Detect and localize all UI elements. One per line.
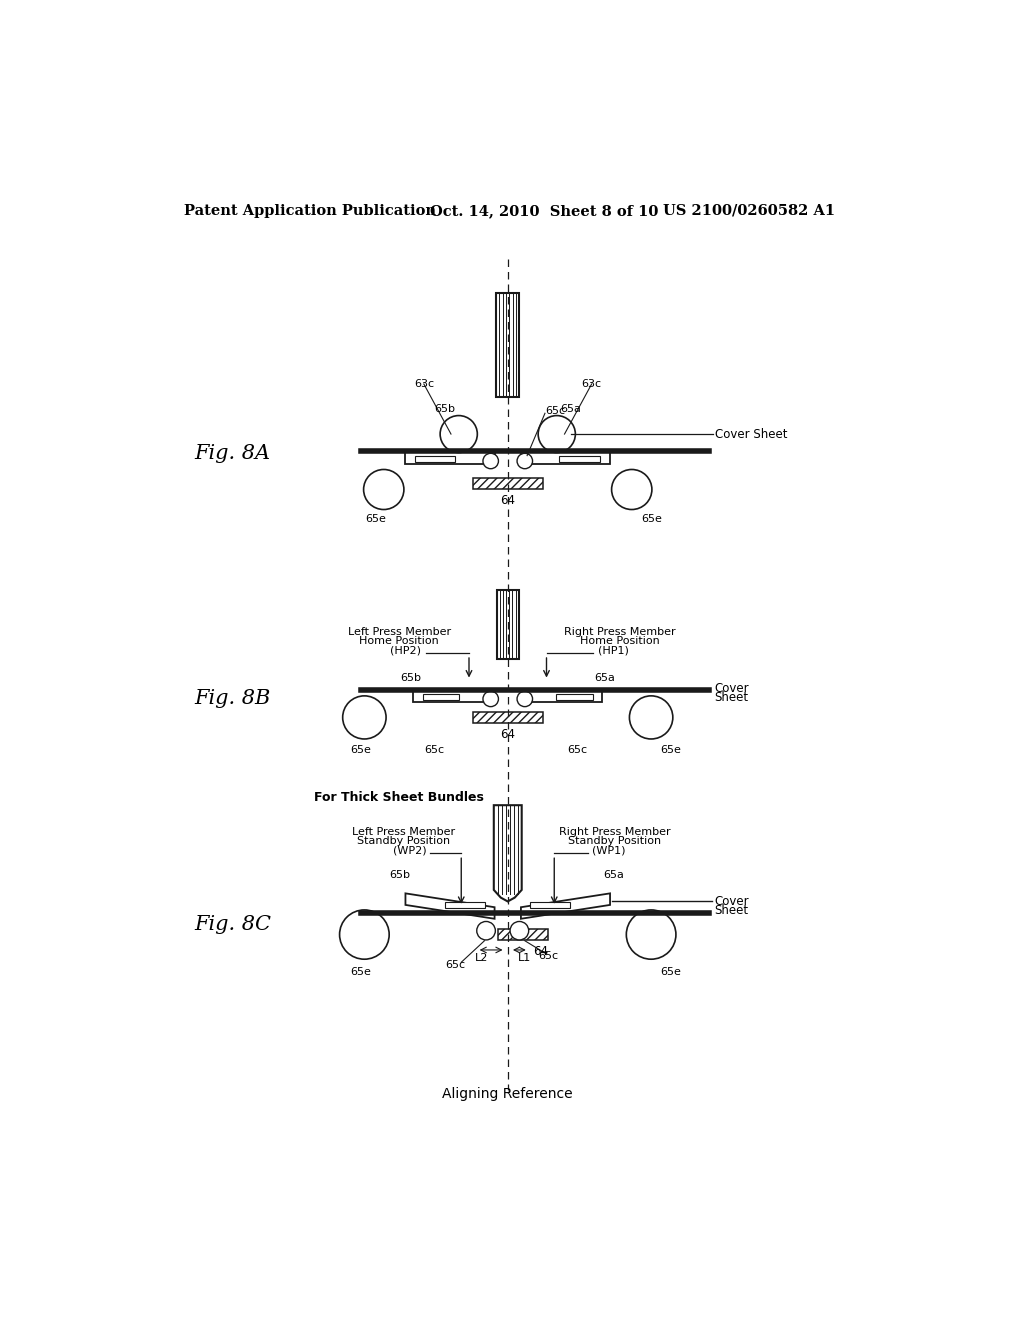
Text: 65a: 65a: [594, 673, 615, 684]
Circle shape: [630, 696, 673, 739]
Text: US 2100/0260582 A1: US 2100/0260582 A1: [663, 203, 835, 218]
Bar: [498, 929, 549, 940]
Circle shape: [483, 453, 499, 469]
Text: 65a: 65a: [603, 870, 625, 879]
Text: (WP1): (WP1): [592, 846, 626, 855]
Text: For Thick Sheet Bundles: For Thick Sheet Bundles: [314, 791, 484, 804]
Text: 65b: 65b: [434, 404, 456, 414]
Text: 64: 64: [532, 945, 548, 958]
Text: 64: 64: [501, 494, 515, 507]
Circle shape: [477, 921, 496, 940]
Circle shape: [440, 416, 477, 453]
Circle shape: [343, 696, 386, 739]
Text: Right Press Member: Right Press Member: [564, 627, 676, 638]
Text: Standby Position: Standby Position: [568, 837, 662, 846]
Text: 65e: 65e: [660, 966, 681, 977]
Text: Patent Application Publication: Patent Application Publication: [183, 203, 436, 218]
Text: 65e: 65e: [350, 744, 371, 755]
Circle shape: [483, 692, 499, 706]
Text: Home Position: Home Position: [581, 636, 660, 647]
Bar: [530, 903, 570, 908]
Bar: [414, 689, 495, 702]
Bar: [473, 478, 543, 488]
Polygon shape: [406, 894, 495, 919]
Text: 65b: 65b: [400, 673, 421, 684]
Text: Fig. 8C: Fig. 8C: [195, 915, 271, 935]
Text: Right Press Member: Right Press Member: [559, 828, 671, 837]
Text: Left Press Member: Left Press Member: [351, 828, 455, 837]
Text: 63c: 63c: [414, 379, 434, 389]
Text: Left Press Member: Left Press Member: [348, 627, 451, 638]
Bar: [521, 689, 602, 702]
Text: Sheet: Sheet: [715, 904, 749, 917]
Bar: [406, 450, 495, 463]
Text: 65c: 65c: [545, 407, 565, 416]
Text: 65e: 65e: [660, 744, 681, 755]
Circle shape: [364, 470, 403, 510]
Text: (WP2): (WP2): [392, 846, 426, 855]
Text: 65c: 65c: [445, 961, 465, 970]
Bar: [445, 903, 485, 908]
Circle shape: [340, 909, 389, 960]
Polygon shape: [521, 894, 610, 919]
Text: Fig. 8A: Fig. 8A: [195, 444, 270, 463]
Text: 65e: 65e: [366, 513, 386, 524]
Text: Standby Position: Standby Position: [356, 837, 450, 846]
Text: 65c: 65c: [567, 744, 588, 755]
Bar: [556, 693, 593, 700]
Circle shape: [611, 470, 652, 510]
Circle shape: [510, 921, 528, 940]
Text: L1: L1: [517, 953, 530, 962]
Text: 65e: 65e: [641, 513, 662, 524]
Bar: [521, 450, 610, 463]
Circle shape: [517, 453, 532, 469]
Text: (HP1): (HP1): [598, 645, 630, 656]
Text: 65a: 65a: [561, 404, 582, 414]
Text: Cover: Cover: [715, 681, 750, 694]
Text: 63c: 63c: [582, 379, 602, 389]
Text: 65c: 65c: [538, 952, 558, 961]
Circle shape: [517, 692, 532, 706]
Bar: [423, 693, 459, 700]
Text: Aligning Reference: Aligning Reference: [442, 1086, 573, 1101]
Polygon shape: [494, 805, 521, 902]
Bar: [497, 590, 518, 659]
Text: Fig. 8B: Fig. 8B: [195, 689, 270, 709]
Bar: [559, 455, 600, 462]
Circle shape: [539, 416, 575, 453]
Text: Cover: Cover: [715, 895, 750, 908]
Text: 65b: 65b: [389, 870, 410, 879]
Text: 65e: 65e: [350, 966, 371, 977]
Text: Oct. 14, 2010  Sheet 8 of 10: Oct. 14, 2010 Sheet 8 of 10: [430, 203, 658, 218]
Text: 65c: 65c: [424, 744, 444, 755]
Bar: [473, 711, 543, 723]
Circle shape: [627, 909, 676, 960]
Text: Home Position: Home Position: [359, 636, 439, 647]
Bar: [415, 455, 455, 462]
Bar: [496, 293, 519, 397]
Text: Sheet: Sheet: [715, 690, 749, 704]
Text: (HP2): (HP2): [390, 645, 421, 656]
Text: Cover Sheet: Cover Sheet: [715, 428, 787, 441]
Text: L2: L2: [475, 953, 488, 962]
Text: 64: 64: [501, 727, 515, 741]
